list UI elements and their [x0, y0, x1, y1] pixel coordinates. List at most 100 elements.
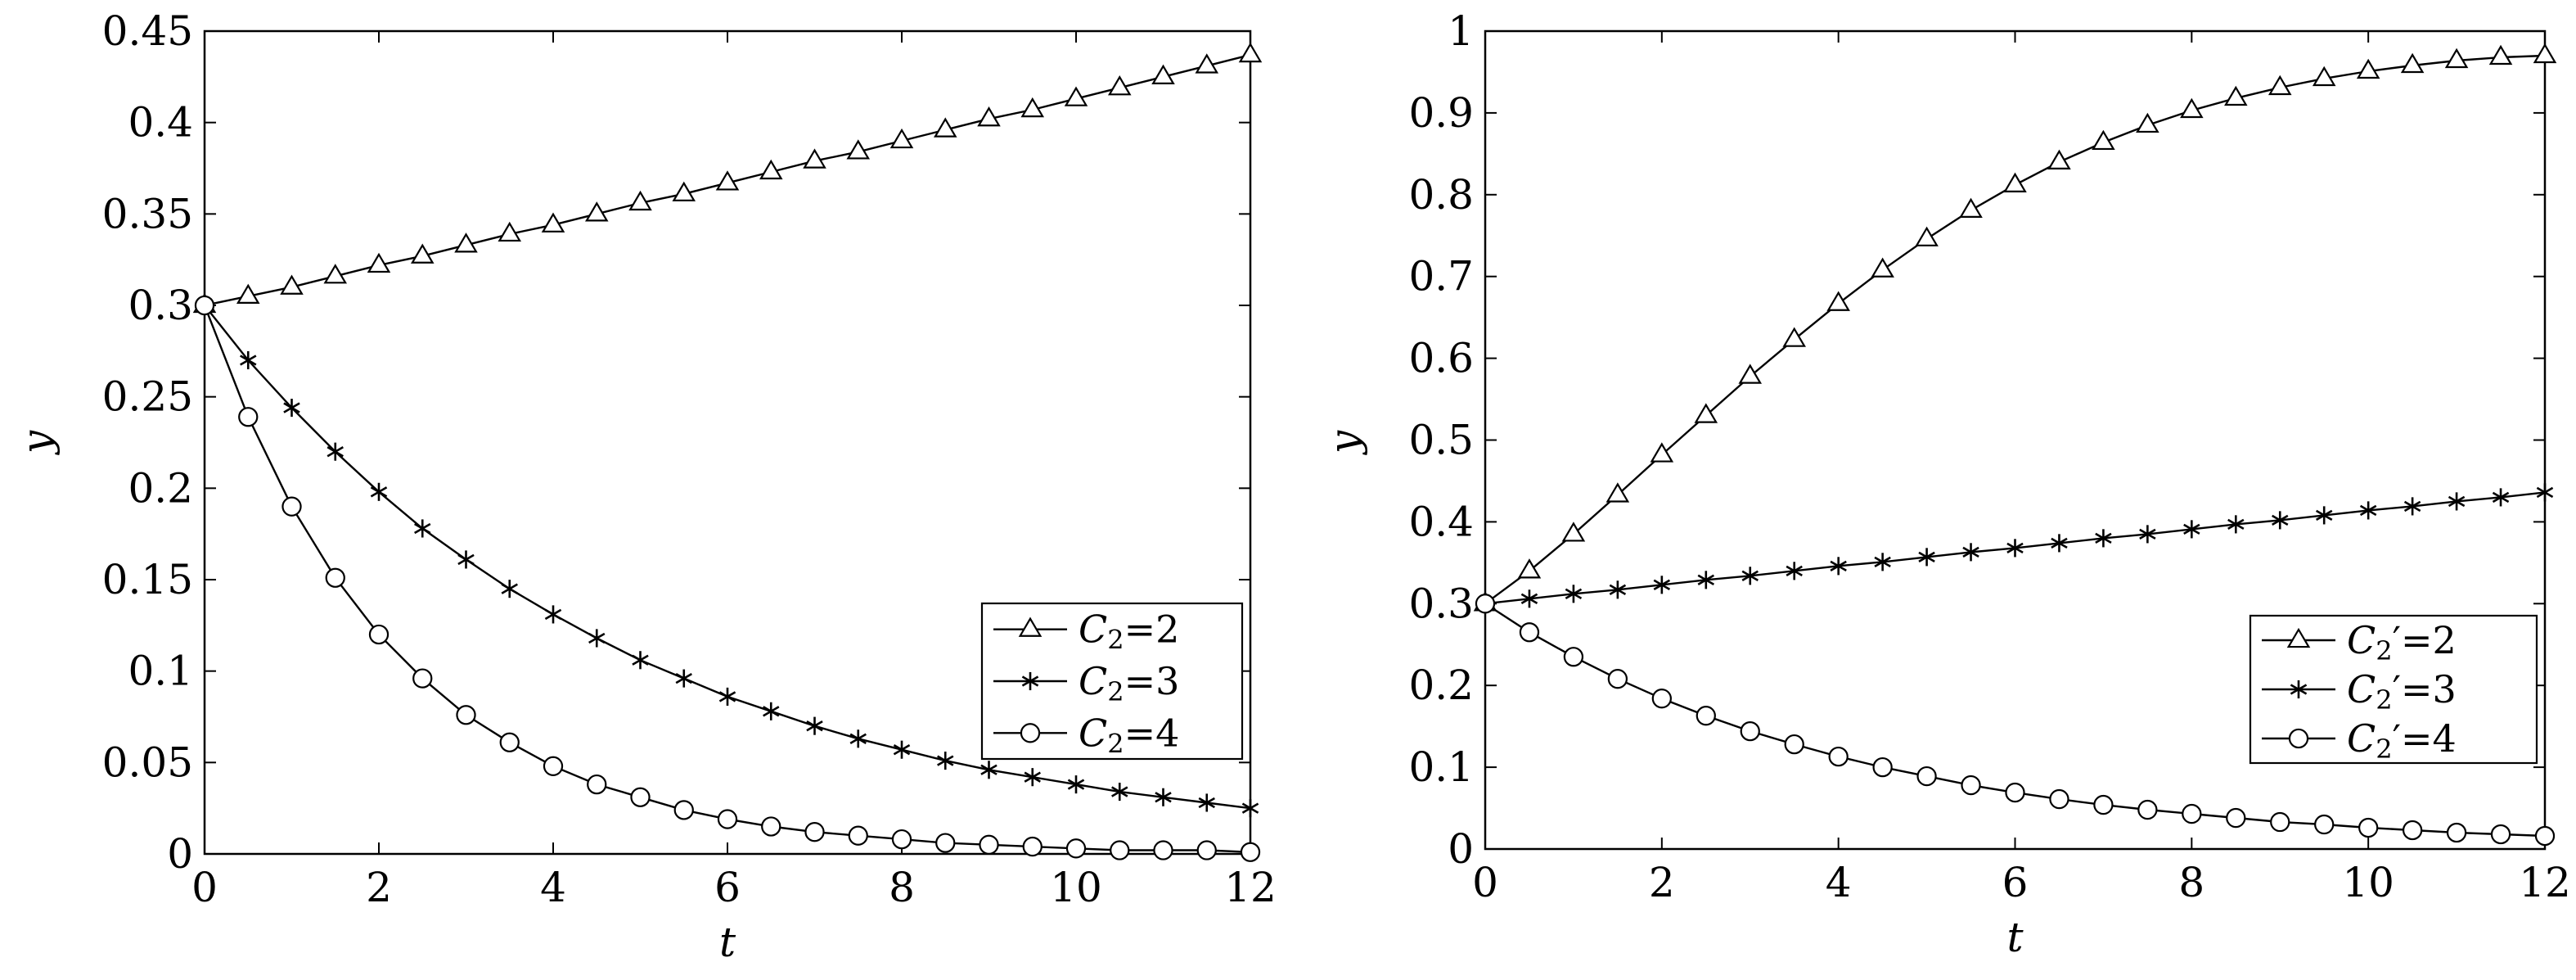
data-point — [2446, 822, 2467, 843]
data-point — [2136, 112, 2159, 133]
y-tick-label: 0.2 — [128, 464, 193, 512]
y-tick-label: 0 — [167, 830, 193, 878]
y-tick-label: 0.1 — [128, 648, 193, 695]
data-point — [1065, 838, 1087, 859]
data-point — [280, 274, 304, 295]
y-tick-label: 0.3 — [1408, 580, 1474, 627]
data-point — [1107, 75, 1132, 96]
data-point — [2312, 65, 2336, 87]
data-point — [370, 482, 388, 501]
y-axis-label: y — [1321, 430, 1368, 455]
data-point — [588, 629, 606, 648]
data-point — [628, 190, 652, 211]
x-tick-label: 10 — [2342, 859, 2394, 906]
data-point — [889, 128, 914, 149]
data-point — [1517, 558, 1542, 579]
legend-marker — [1020, 723, 1041, 743]
data-point — [414, 519, 431, 538]
y-tick-label: 0.25 — [102, 373, 193, 421]
data-point — [761, 816, 781, 837]
legend-marker — [1018, 616, 1043, 637]
data-point — [327, 442, 344, 461]
data-point — [2402, 820, 2423, 841]
x-tick-label: 8 — [2178, 859, 2204, 906]
data-point — [456, 705, 476, 725]
series-star — [196, 296, 1259, 818]
data-point — [630, 787, 651, 807]
data-point — [1694, 403, 1718, 423]
data-point — [1871, 257, 1894, 278]
series-circle — [1475, 594, 2556, 847]
data-point — [1024, 768, 1041, 787]
data-point — [1110, 840, 1130, 860]
data-point — [1563, 647, 1584, 667]
data-point — [323, 264, 348, 284]
data-point — [2005, 782, 2025, 803]
data-point — [1195, 53, 1219, 74]
data-point — [1111, 783, 1128, 802]
data-point — [2359, 501, 2377, 520]
data-point — [1240, 842, 1261, 862]
data-point — [2139, 525, 2156, 544]
y-tick-label: 0.3 — [128, 282, 193, 329]
data-point — [1605, 482, 1630, 503]
data-point — [1697, 571, 1715, 589]
chart-right: 0 2 4 6 8 10 12 0 0.1 0.2 0.3 0.4 0.5 0.6 0.7 0.8 0.9 1 t y… — [1321, 7, 2571, 961]
data-point — [806, 716, 823, 735]
data-point — [1561, 522, 1586, 542]
chart-left: 0 2 4 6 8 10 12 0 0.05 0.1 0.15 0.2 0.25 0.3 0.35 0.4 0.… — [13, 7, 1277, 966]
data-point — [1741, 567, 1759, 585]
data-point — [1520, 589, 1538, 608]
data-point — [2534, 825, 2556, 847]
data-point — [2051, 534, 2068, 553]
data-point — [715, 170, 740, 191]
data-point — [410, 243, 435, 264]
data-point — [2490, 824, 2511, 845]
data-point — [194, 295, 215, 316]
data-point — [1915, 226, 1939, 246]
data-point — [935, 833, 956, 853]
data-point — [1826, 291, 1850, 311]
data-point — [2533, 43, 2557, 64]
data-point — [2268, 75, 2292, 96]
legend-label: C2=3 — [1079, 659, 1179, 707]
y-tick-label: 0.4 — [1408, 498, 1474, 545]
data-point — [1607, 669, 1628, 689]
data-point — [2047, 149, 2071, 169]
x-tick-label: 8 — [889, 864, 915, 911]
data-point — [240, 350, 257, 370]
y-axis-label: y — [13, 430, 61, 455]
x-tick-label: 6 — [2002, 859, 2029, 906]
data-point — [2226, 807, 2246, 829]
y-tick-label: 0.9 — [1408, 89, 1474, 137]
data-point — [2314, 814, 2335, 835]
data-point — [2444, 47, 2469, 69]
data-point — [1155, 788, 1172, 806]
data-point — [980, 761, 998, 779]
data-point — [283, 399, 300, 418]
data-point — [1565, 585, 1583, 603]
data-point — [2270, 811, 2290, 833]
legend-label: C2′=3 — [2347, 667, 2457, 716]
series-star — [1476, 483, 2554, 613]
data-point — [632, 651, 649, 670]
data-point — [2095, 529, 2112, 548]
data-point — [849, 729, 867, 748]
data-point — [1961, 775, 1981, 796]
data-point — [412, 668, 433, 689]
data-point — [1238, 42, 1263, 63]
data-point — [2488, 44, 2513, 65]
data-point — [1022, 836, 1043, 857]
series-triangle — [1473, 43, 2557, 612]
data-point — [1196, 840, 1217, 860]
data-point — [1241, 799, 1259, 818]
data-point — [2183, 520, 2200, 539]
data-point — [499, 732, 520, 752]
y-tick-label: 0.1 — [1408, 743, 1474, 791]
y-tick-label: 0 — [1448, 825, 1474, 873]
data-point — [454, 233, 478, 253]
data-point — [1740, 720, 1760, 742]
data-point — [1918, 548, 1935, 567]
data-point — [2400, 52, 2425, 74]
